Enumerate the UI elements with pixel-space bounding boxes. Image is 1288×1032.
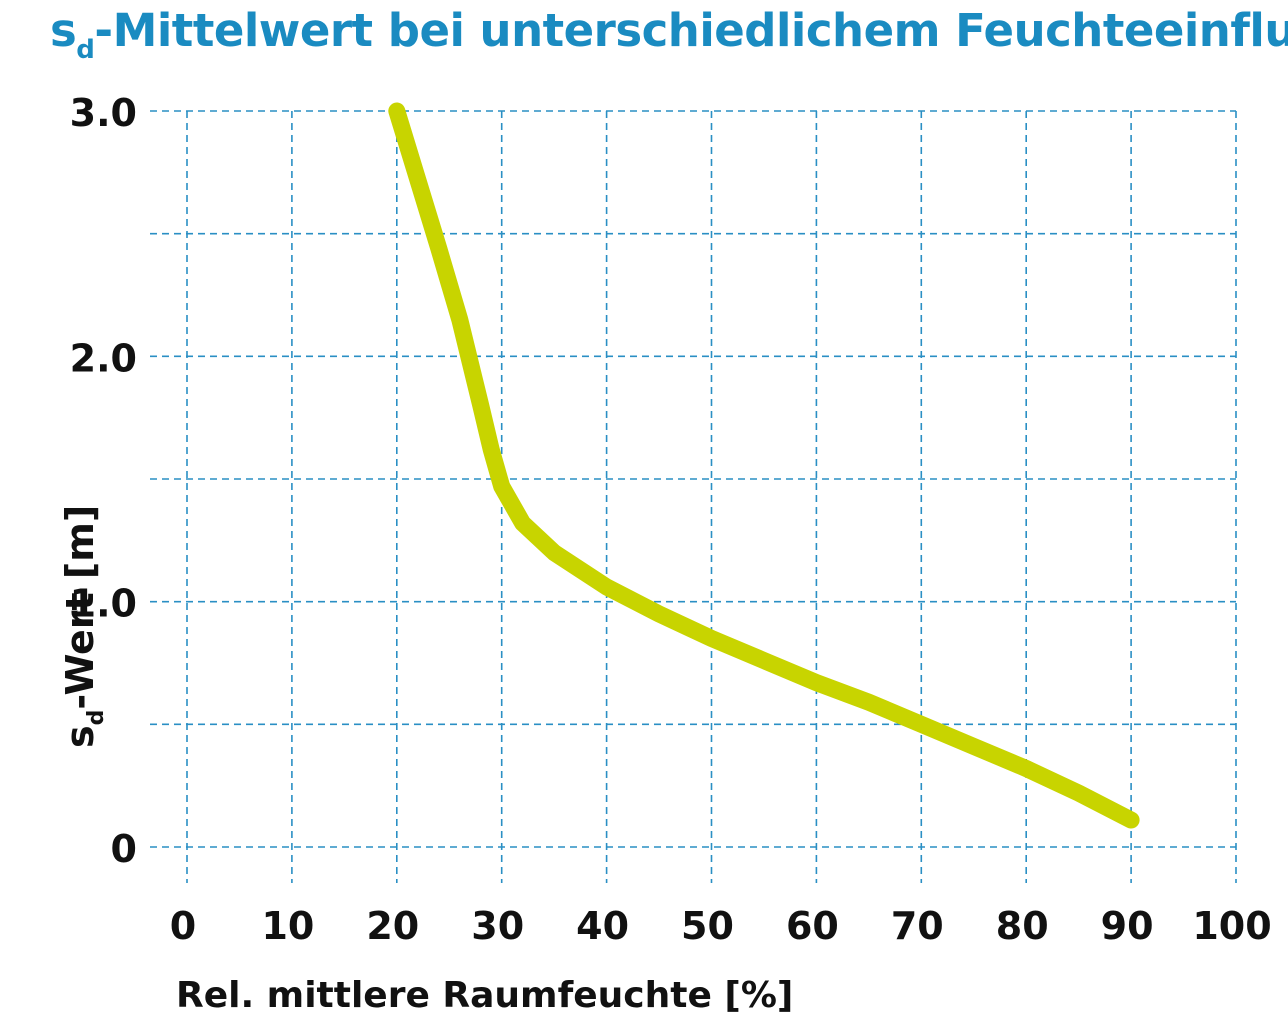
x-tick-label: 20 [366,904,419,948]
x-tick-label: 60 [786,904,839,948]
x-tick-labels: 0 10 20 30 40 50 60 70 80 90 100 [170,904,1272,948]
x-tick-label: 90 [1101,904,1154,948]
series-line [388,102,1140,829]
y-tick-label: 0 [111,827,137,871]
x-tick-label: 10 [261,904,314,948]
series-group [388,102,1140,829]
x-tick-label: 0 [170,904,196,948]
x-tick-label: 40 [576,904,629,948]
x-axis-label: Rel. mittlere Raumfeuchte [%] [176,975,794,1016]
y-tick-label: 1.0 [70,582,137,626]
x-tick-label: 70 [891,904,944,948]
y-tick-labels: 0 1.0 2.0 3.0 [70,91,137,871]
x-tick-label: 30 [471,904,524,948]
y-tick-label: 3.0 [70,91,137,135]
grid-lines [150,110,1237,883]
y-tick-label: 2.0 [70,336,137,380]
x-tick-label: 100 [1192,904,1271,948]
chart-title: sd-Mittelwert bei unterschiedlichem Feuc… [50,4,1288,65]
x-tick-label: 50 [681,904,734,948]
x-tick-label: 80 [996,904,1049,948]
y-axis-label: sd-Wert [m] [58,504,109,748]
